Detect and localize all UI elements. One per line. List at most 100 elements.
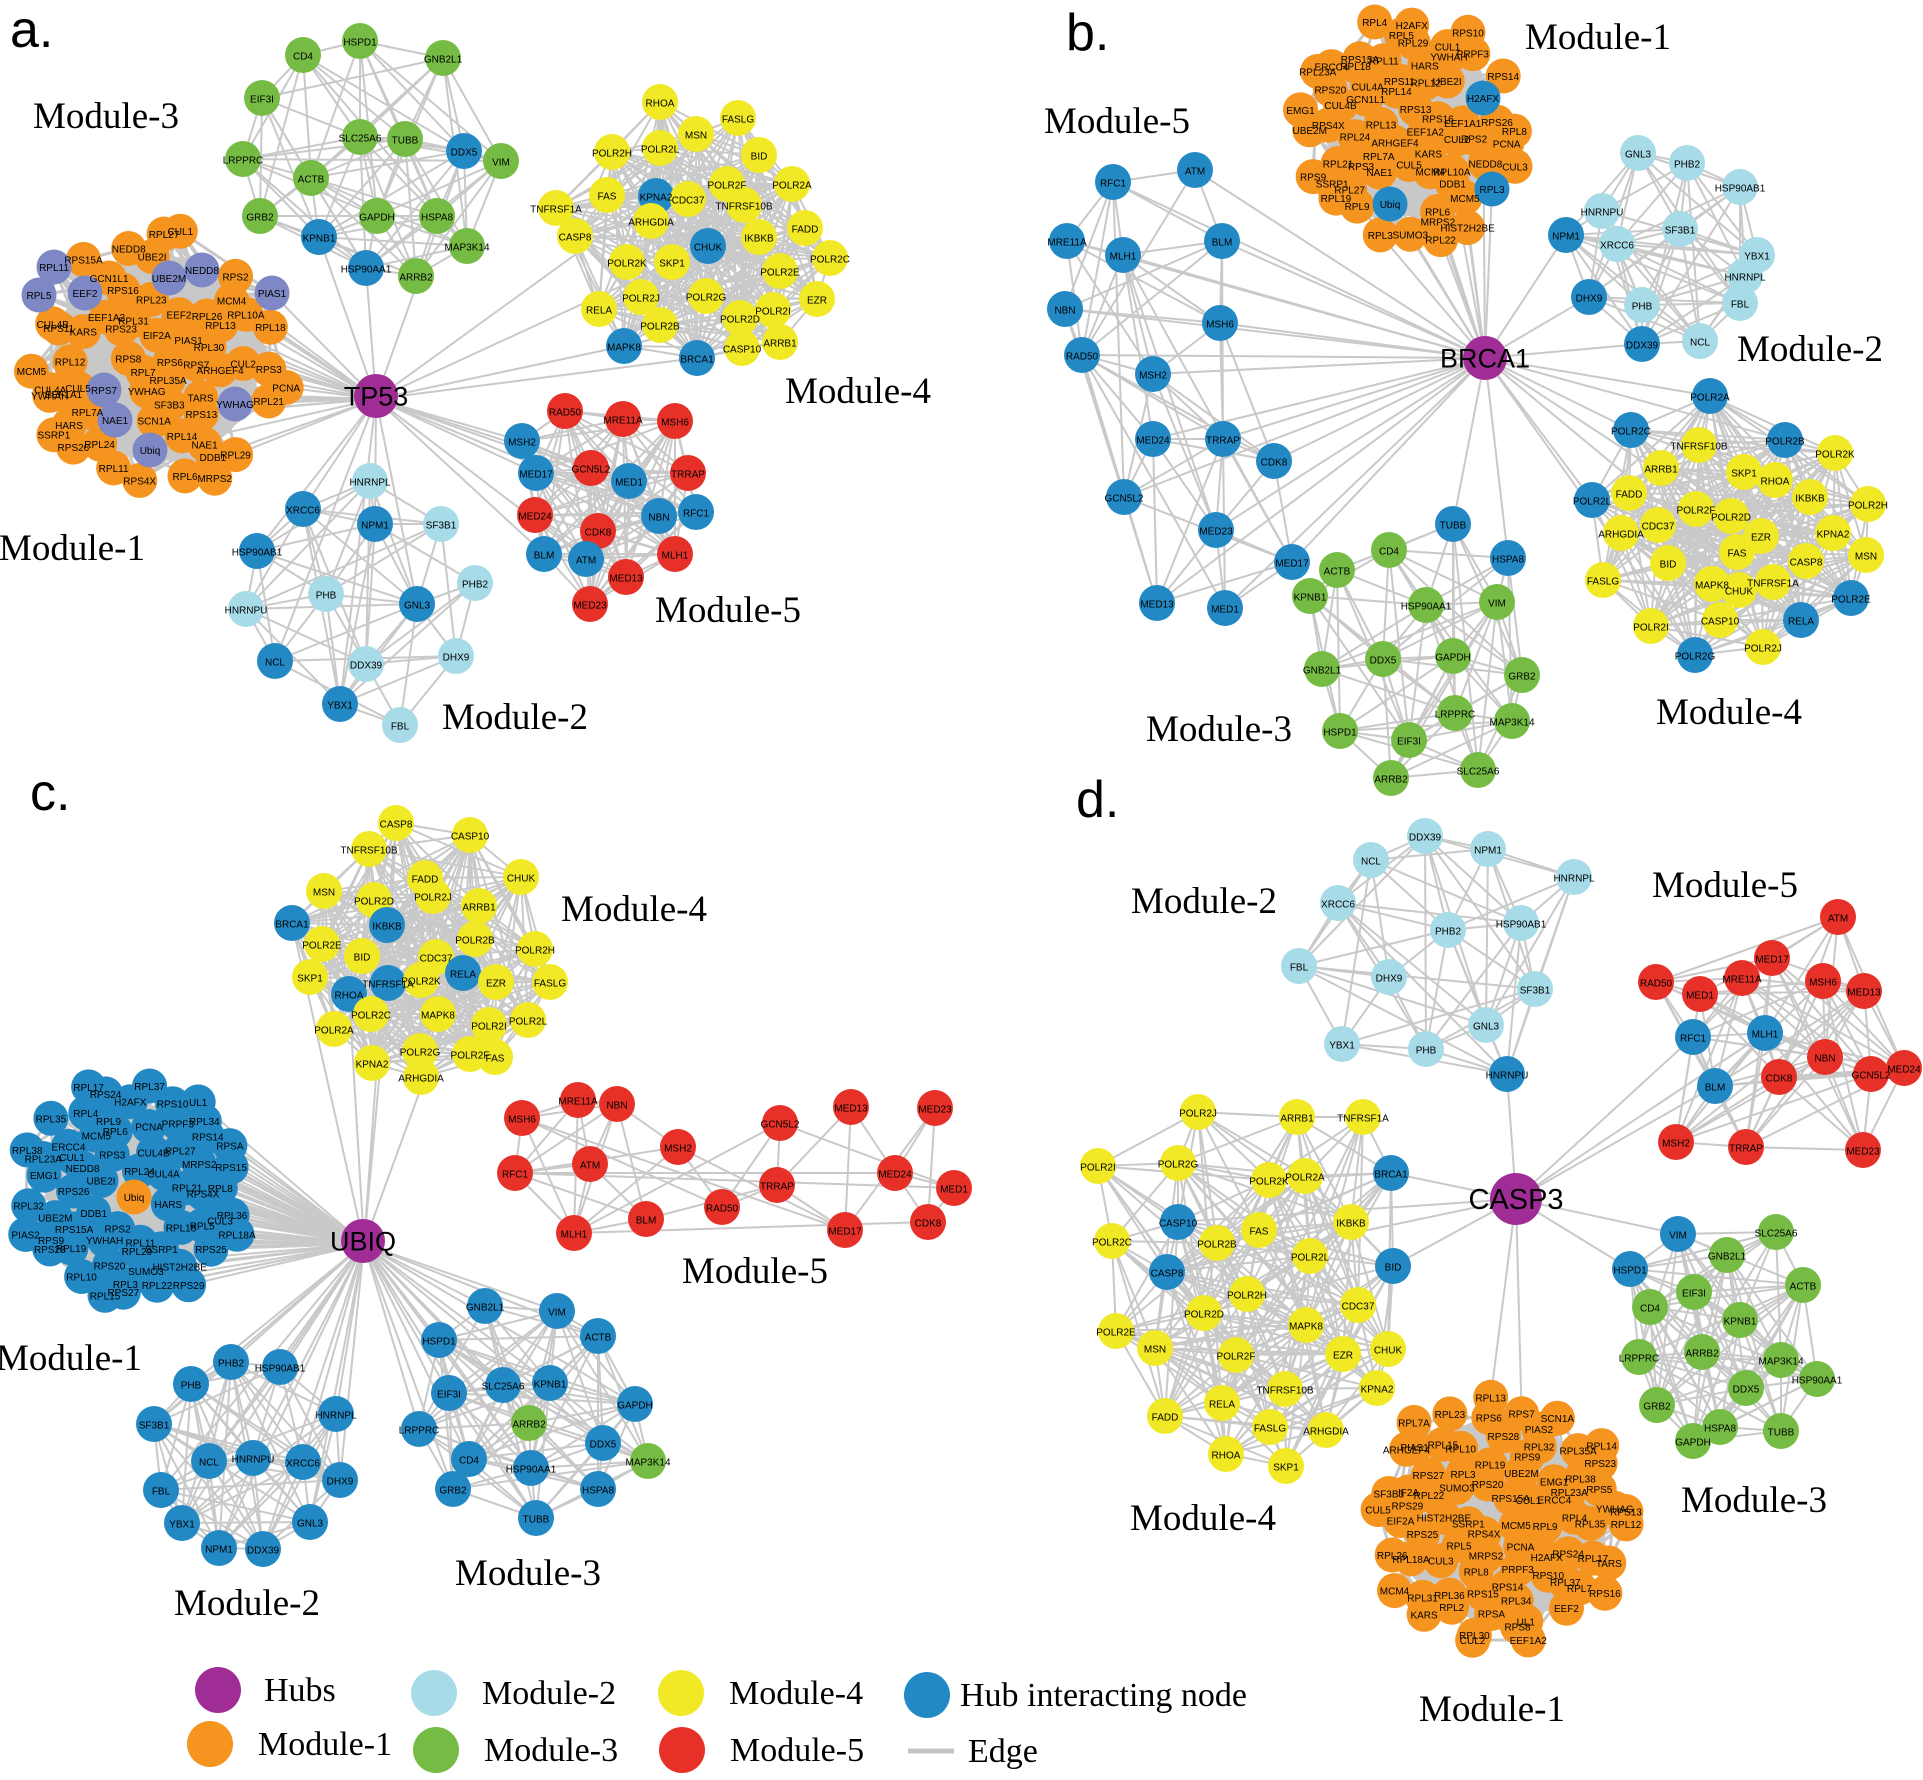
- svg-text:GAPDH: GAPDH: [1435, 653, 1471, 664]
- svg-text:CASP10: CASP10: [723, 345, 762, 356]
- svg-text:POLR2A: POLR2A: [314, 1026, 354, 1037]
- svg-text:RPS27: RPS27: [1413, 1471, 1445, 1482]
- svg-text:PHB: PHB: [316, 591, 337, 602]
- svg-text:MED1: MED1: [615, 478, 643, 489]
- svg-text:HSP90AB1: HSP90AB1: [1715, 184, 1766, 195]
- svg-text:Module-5: Module-5: [682, 1251, 828, 1292]
- svg-text:RPL38: RPL38: [12, 1146, 43, 1157]
- svg-text:RPL8: RPL8: [208, 1184, 233, 1195]
- svg-text:IKBKB: IKBKB: [372, 922, 402, 933]
- svg-text:RAD50: RAD50: [549, 408, 582, 419]
- svg-text:RPS20: RPS20: [1472, 1480, 1504, 1491]
- svg-text:CASP10: CASP10: [1701, 617, 1740, 628]
- svg-text:KPNA2: KPNA2: [640, 193, 673, 204]
- svg-text:VIM: VIM: [548, 1308, 566, 1319]
- svg-text:BRCA1: BRCA1: [680, 355, 714, 366]
- svg-text:RPL37: RPL37: [1550, 1578, 1581, 1589]
- svg-text:MAP3K14: MAP3K14: [1489, 718, 1534, 729]
- svg-text:POLR2L: POLR2L: [509, 1017, 548, 1028]
- svg-text:Module-3: Module-3: [1681, 1480, 1827, 1521]
- svg-text:MAPK8: MAPK8: [1695, 581, 1729, 592]
- svg-text:RPL2: RPL2: [1439, 1603, 1464, 1614]
- svg-text:MAPK8: MAPK8: [421, 1011, 455, 1022]
- svg-text:H2AFX: H2AFX: [1396, 21, 1429, 32]
- svg-text:CDC37: CDC37: [1342, 1302, 1375, 1313]
- svg-text:POLR2A: POLR2A: [1285, 1173, 1325, 1184]
- svg-text:UL1: UL1: [189, 1098, 208, 1109]
- svg-text:RPL36: RPL36: [217, 1211, 248, 1222]
- svg-text:CDK8: CDK8: [915, 1219, 942, 1230]
- svg-text:ATM: ATM: [1185, 167, 1205, 178]
- svg-text:FADD: FADD: [1152, 1413, 1179, 1424]
- svg-text:CUL4A: CUL4A: [147, 1169, 180, 1180]
- svg-text:MED13: MED13: [1847, 988, 1881, 999]
- svg-text:SKP1: SKP1: [1731, 469, 1757, 480]
- svg-text:RPL30: RPL30: [194, 343, 225, 354]
- svg-text:FADD: FADD: [792, 225, 819, 236]
- svg-text:RPL32: RPL32: [1524, 1443, 1555, 1454]
- svg-text:YWHAH: YWHAH: [86, 1236, 123, 1247]
- svg-text:POLR2K: POLR2K: [1249, 1177, 1289, 1188]
- svg-text:GNB2L1: GNB2L1: [424, 55, 463, 66]
- svg-text:CDK8: CDK8: [1261, 458, 1288, 469]
- svg-text:POLR2F: POLR2F: [1217, 1352, 1256, 1363]
- svg-text:ATM: ATM: [1828, 914, 1848, 925]
- svg-text:RPL18: RPL18: [166, 1223, 197, 1234]
- svg-text:CD4: CD4: [293, 52, 313, 63]
- svg-text:CDC37: CDC37: [420, 954, 453, 965]
- svg-text:MED17: MED17: [1755, 955, 1789, 966]
- svg-text:POLR2G: POLR2G: [1675, 652, 1716, 663]
- svg-text:RPL14: RPL14: [1381, 87, 1412, 98]
- svg-text:Hubs: Hubs: [264, 1672, 336, 1709]
- svg-text:RPL29: RPL29: [220, 451, 251, 462]
- svg-text:POLR2B: POLR2B: [1197, 1240, 1237, 1251]
- svg-text:CASP8: CASP8: [380, 820, 413, 831]
- svg-text:KPNB1: KPNB1: [1724, 1317, 1757, 1328]
- svg-text:SSRP1: SSRP1: [145, 1245, 178, 1256]
- svg-text:EMG1: EMG1: [30, 1171, 59, 1182]
- svg-text:PHB: PHB: [181, 1381, 202, 1392]
- svg-text:GCN5L2: GCN5L2: [572, 465, 611, 476]
- svg-text:ARRB2: ARRB2: [512, 1420, 546, 1431]
- svg-text:BLM: BLM: [534, 551, 555, 562]
- svg-text:TNFRSF1A: TNFRSF1A: [362, 980, 414, 991]
- svg-text:ARRB1: ARRB1: [1644, 465, 1678, 476]
- svg-text:H2AFX: H2AFX: [1467, 94, 1500, 105]
- svg-text:RPS26: RPS26: [1481, 118, 1513, 129]
- svg-text:ARHGEF4: ARHGEF4: [196, 366, 244, 377]
- svg-text:DHX9: DHX9: [443, 653, 470, 664]
- svg-text:GAPDH: GAPDH: [617, 1401, 653, 1412]
- svg-text:EEF1A1: EEF1A1: [45, 390, 83, 401]
- svg-text:RELA: RELA: [1209, 1400, 1235, 1411]
- svg-text:HNRNPU: HNRNPU: [232, 1455, 275, 1466]
- svg-text:MED17: MED17: [828, 1227, 862, 1238]
- svg-text:RPL10: RPL10: [66, 1273, 97, 1284]
- svg-text:EEF2: EEF2: [72, 289, 97, 300]
- svg-text:MCM5: MCM5: [1450, 194, 1480, 205]
- svg-text:SF3B3: SF3B3: [154, 400, 185, 411]
- svg-text:MSH6: MSH6: [661, 418, 689, 429]
- svg-text:TUBB: TUBB: [1768, 1428, 1795, 1439]
- svg-text:NCL: NCL: [199, 1458, 219, 1469]
- svg-text:RPL27: RPL27: [1334, 186, 1365, 197]
- svg-text:ARHGDIA: ARHGDIA: [1598, 530, 1644, 541]
- svg-text:RPL13: RPL13: [1475, 1393, 1506, 1404]
- svg-text:LRPPRC: LRPPRC: [1619, 1354, 1660, 1365]
- svg-text:GRB2: GRB2: [1508, 672, 1536, 683]
- svg-text:Module-4: Module-4: [785, 371, 931, 412]
- svg-text:HSPA8: HSPA8: [421, 213, 453, 224]
- svg-text:RPL9: RPL9: [96, 1117, 121, 1128]
- svg-text:Module-3: Module-3: [33, 96, 179, 137]
- svg-text:RPS14: RPS14: [1487, 72, 1519, 83]
- svg-text:c.: c.: [30, 764, 70, 822]
- svg-text:POLR2B: POLR2B: [1765, 437, 1805, 448]
- svg-text:FAS: FAS: [1250, 1227, 1269, 1238]
- svg-text:RPL5: RPL5: [1446, 1541, 1471, 1552]
- svg-text:POLR2K: POLR2K: [1815, 450, 1855, 461]
- svg-text:NBN: NBN: [1814, 1054, 1835, 1065]
- svg-text:POLR2J: POLR2J: [414, 893, 452, 904]
- svg-text:RPS15A: RPS15A: [1341, 55, 1380, 66]
- svg-text:SLC25A6: SLC25A6: [1457, 767, 1500, 778]
- svg-text:HSP90AB1: HSP90AB1: [255, 1364, 306, 1375]
- svg-text:RPL13: RPL13: [1366, 121, 1397, 132]
